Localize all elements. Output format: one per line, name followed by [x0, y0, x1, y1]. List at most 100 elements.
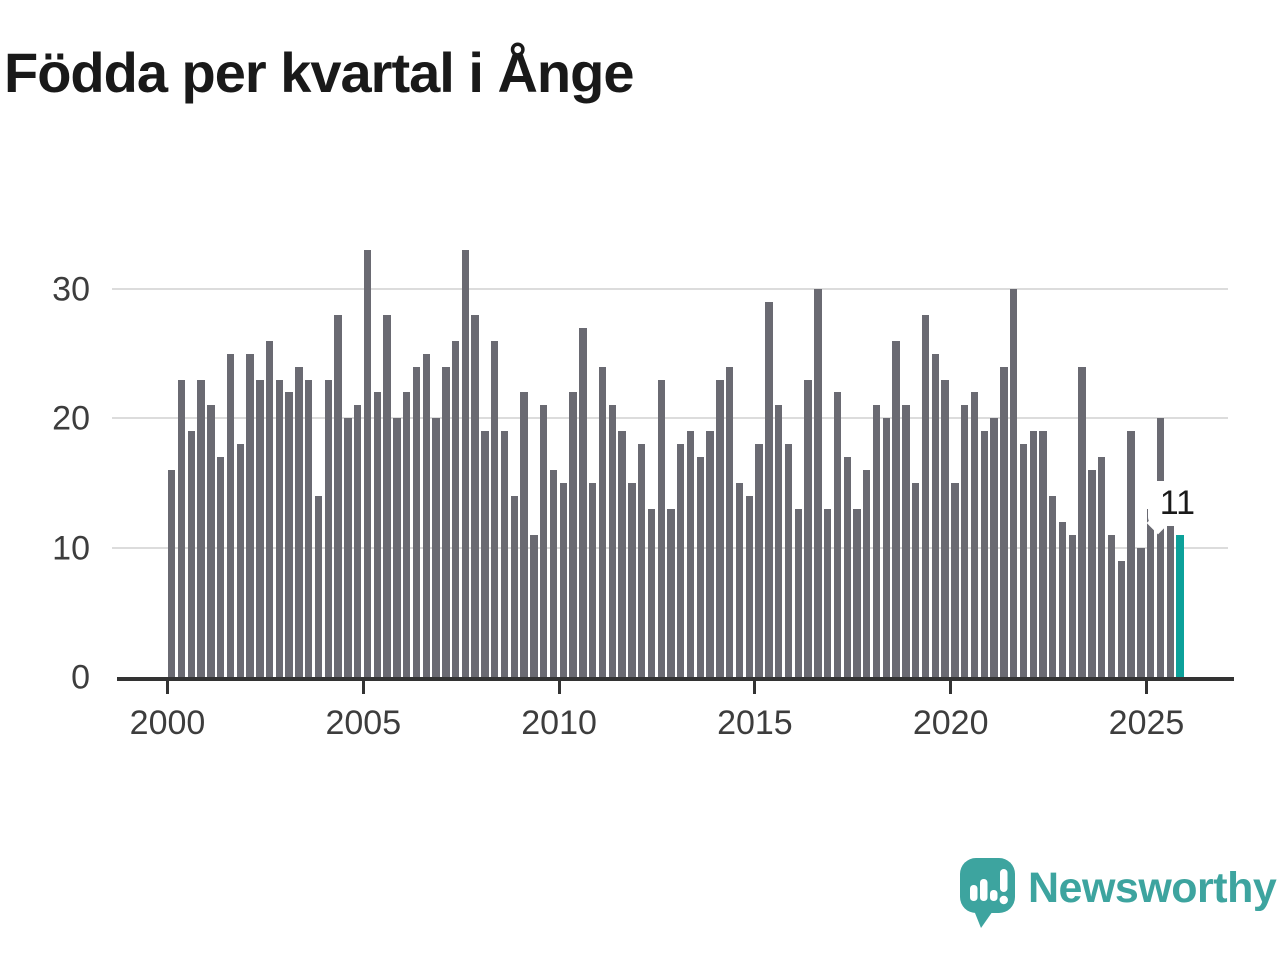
bar-2017-q4: [863, 470, 871, 677]
bar-2009-q2: [530, 534, 538, 677]
x-axis-tick-2000: [166, 677, 169, 694]
bar-2024-q3: [1127, 431, 1135, 677]
bar-2011-q3: [618, 431, 626, 677]
bar-2016-q4: [823, 508, 832, 677]
x-axis-label: 2020: [912, 704, 989, 742]
bar-2000-q1: [168, 470, 176, 677]
bar-2009-q4: [549, 470, 558, 677]
y-axis-label: 10: [52, 529, 90, 568]
bar-2012-q1: [637, 444, 646, 677]
bar-2004-q3: [344, 418, 352, 677]
bar-2010-q4: [588, 483, 597, 677]
bar-2009-q3: [540, 405, 548, 677]
bar-2002-q2: [256, 379, 264, 677]
bar-2020-q4: [980, 431, 988, 677]
bar-2016-q2: [804, 379, 812, 677]
bar-2010-q1: [559, 483, 567, 677]
bar-2019-q3: [931, 353, 939, 677]
x-axis-tick-2020: [949, 677, 953, 694]
x-axis-tick-2015: [753, 677, 757, 694]
bar-2007-q4: [471, 314, 479, 677]
x-axis-label: 2015: [717, 704, 793, 742]
bar-2007-q2: [451, 340, 460, 677]
bar-2021-q3: [1009, 289, 1018, 677]
newsworthy-logo-text: Newsworthy: [1028, 864, 1277, 912]
bar-2021-q2: [1000, 366, 1008, 677]
bar-2013-q3: [696, 457, 705, 677]
bar-2018-q1: [872, 405, 881, 677]
bar-2013-q2: [686, 431, 695, 677]
bar-2023-q2: [1078, 366, 1086, 677]
bar-2005-q1: [363, 250, 372, 677]
x-axis-label: 2005: [325, 704, 402, 742]
bar-2000-q4: [197, 379, 205, 677]
bar-2013-q1: [677, 444, 685, 677]
bar-2011-q1: [598, 366, 607, 677]
bar-2006-q3: [422, 353, 430, 677]
bar-2017-q1: [833, 392, 842, 677]
bar-2019-q2: [921, 314, 930, 677]
x-axis-label: 2025: [1108, 704, 1185, 742]
bar-2019-q1: [912, 483, 920, 677]
gridline-y20: [112, 417, 1228, 420]
bar-2001-q2: [216, 457, 225, 677]
bar-2014-q3: [735, 483, 744, 677]
bar-2010-q2: [569, 392, 577, 677]
bar-2024-q2: [1117, 560, 1126, 677]
bar-2001-q3: [226, 353, 235, 677]
bar-2008-q2: [491, 340, 499, 677]
bar-2007-q3: [461, 250, 470, 677]
bar-2005-q2: [373, 392, 381, 677]
bar-2020-q1: [951, 483, 959, 677]
bar-2008-q1: [481, 431, 489, 677]
bar-2017-q3: [853, 508, 861, 677]
bar-2020-q2: [960, 405, 969, 677]
bar-2025-q2: [1156, 418, 1165, 677]
bar-2008-q4: [510, 495, 519, 677]
bar-2009-q1: [520, 392, 528, 677]
bar-2015-q2: [765, 301, 773, 677]
bar-2012-q4: [667, 508, 675, 677]
x-axis-tick-2010: [557, 677, 561, 694]
bar-2014-q4: [745, 495, 753, 677]
x-axis-label: 2000: [129, 704, 206, 742]
bar-2016-q3: [814, 289, 822, 677]
bar-2022-q4: [1058, 521, 1067, 677]
bar-2014-q2: [726, 366, 734, 677]
last-value-callout: 11: [1148, 480, 1207, 526]
bar-2000-q2: [177, 379, 186, 677]
chart-title: Födda per kvartal i Ånge: [4, 41, 634, 104]
bar-2010-q3: [579, 327, 587, 677]
bar-2012-q2: [647, 508, 656, 677]
bar-2002-q4: [275, 379, 284, 677]
bar-2001-q4: [236, 444, 244, 677]
bar-2002-q1: [246, 353, 254, 677]
bar-2022-q1: [1029, 431, 1037, 677]
y-axis-label: 30: [52, 270, 90, 309]
bar-2001-q1: [207, 405, 215, 677]
bar-2015-q4: [784, 444, 793, 677]
bar-2011-q2: [608, 405, 616, 677]
bar-2012-q3: [657, 379, 665, 677]
bar-2019-q4: [941, 379, 949, 677]
bar-2000-q3: [187, 431, 195, 677]
y-axis-label: 20: [52, 399, 90, 438]
y-axis-label: 0: [71, 658, 90, 697]
newsworthy-speech-bubble-bar-chart-icon: [958, 856, 1018, 935]
bar-2003-q3: [305, 379, 313, 677]
bar-2008-q3: [500, 431, 509, 677]
bar-2024-q4: [1137, 547, 1145, 677]
bar-2022-q2: [1039, 431, 1047, 677]
bar-2018-q4: [902, 405, 910, 677]
bar-2004-q2: [334, 314, 342, 677]
bar-2021-q1: [990, 418, 998, 677]
bar-2017-q2: [843, 457, 851, 677]
x-axis-tick-2025: [1145, 677, 1148, 694]
bar-2014-q1: [716, 379, 724, 677]
bar-2006-q1: [402, 392, 411, 677]
callout-label: 11: [1159, 483, 1195, 522]
bar-2023-q1: [1068, 534, 1077, 677]
bar-2011-q4: [628, 483, 636, 677]
